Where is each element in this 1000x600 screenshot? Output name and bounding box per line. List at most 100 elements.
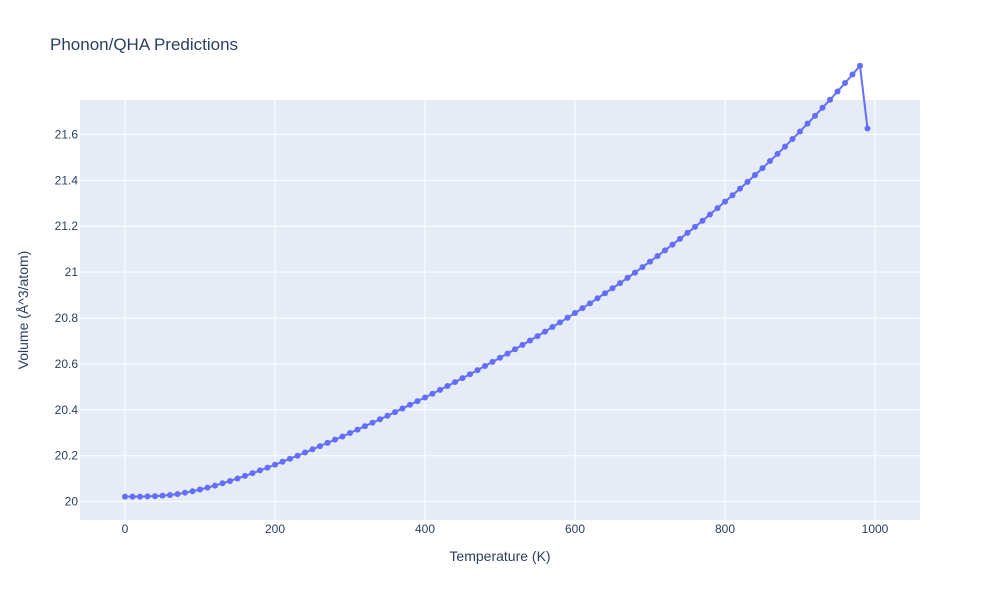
data-point bbox=[594, 295, 601, 302]
data-point bbox=[429, 390, 436, 397]
data-point bbox=[152, 493, 158, 500]
data-point bbox=[557, 319, 563, 326]
data-point bbox=[804, 120, 811, 127]
y-tick-label: 20.8 bbox=[55, 311, 79, 325]
data-point bbox=[249, 470, 256, 477]
data-point bbox=[789, 136, 796, 143]
x-tick-labels: 0 200 400 600 800 1000 bbox=[122, 522, 889, 536]
data-point bbox=[527, 337, 533, 344]
data-point bbox=[632, 269, 638, 276]
data-point bbox=[609, 285, 616, 292]
data-point bbox=[347, 430, 353, 437]
data-point bbox=[842, 80, 848, 87]
data-point bbox=[744, 178, 751, 185]
data-point bbox=[234, 475, 241, 482]
data-point bbox=[864, 125, 871, 132]
y-tick-label: 20 bbox=[65, 495, 79, 509]
data-point bbox=[422, 394, 428, 401]
data-point bbox=[257, 467, 263, 474]
data-point bbox=[752, 172, 758, 179]
data-point bbox=[827, 96, 833, 103]
data-point bbox=[497, 354, 503, 361]
data-point bbox=[617, 280, 623, 287]
data-point bbox=[504, 350, 511, 357]
data-point bbox=[729, 192, 736, 199]
data-point bbox=[722, 198, 728, 205]
data-point bbox=[129, 493, 136, 500]
data-point bbox=[407, 401, 413, 408]
x-tick-label: 200 bbox=[265, 522, 285, 536]
y-tick-label: 21.6 bbox=[55, 127, 79, 141]
data-point bbox=[684, 229, 691, 236]
y-tick-label: 21.2 bbox=[55, 219, 79, 233]
data-point bbox=[459, 375, 466, 382]
data-point bbox=[332, 436, 338, 443]
data-point bbox=[309, 446, 316, 453]
data-point bbox=[377, 416, 383, 423]
data-point bbox=[204, 484, 211, 491]
data-point bbox=[369, 419, 376, 426]
data-point bbox=[287, 455, 293, 462]
data-point bbox=[174, 491, 181, 498]
x-tick-label: 600 bbox=[565, 522, 585, 536]
data-point bbox=[219, 480, 226, 487]
data-point bbox=[294, 452, 301, 459]
data-point bbox=[654, 253, 661, 260]
data-point bbox=[384, 412, 391, 419]
data-point bbox=[662, 247, 668, 254]
data-point bbox=[639, 264, 646, 271]
data-point bbox=[542, 328, 548, 335]
data-point bbox=[272, 461, 278, 468]
data-point bbox=[242, 472, 248, 479]
data-point bbox=[699, 217, 706, 224]
data-point bbox=[812, 112, 818, 119]
data-point bbox=[579, 305, 586, 312]
data-point bbox=[264, 464, 271, 471]
data-point bbox=[137, 493, 143, 500]
data-point bbox=[399, 405, 406, 412]
data-point bbox=[512, 346, 518, 353]
data-point bbox=[714, 205, 721, 212]
plot-area bbox=[80, 100, 920, 520]
data-point bbox=[602, 290, 608, 297]
y-tick-labels: 20 20.2 20.4 20.6 20.8 21 21.2 21.4 21.6 bbox=[55, 127, 79, 508]
data-point bbox=[362, 423, 368, 430]
data-point bbox=[782, 143, 788, 150]
data-point bbox=[182, 489, 188, 496]
data-point bbox=[354, 426, 361, 433]
data-point bbox=[677, 235, 683, 242]
data-point bbox=[302, 449, 308, 456]
x-tick-label: 1000 bbox=[862, 522, 889, 536]
data-point bbox=[467, 371, 473, 378]
data-point bbox=[534, 333, 541, 340]
data-point bbox=[339, 433, 346, 440]
x-tick-label: 0 bbox=[122, 522, 129, 536]
data-point bbox=[737, 185, 743, 192]
x-axis-title: Temperature (K) bbox=[449, 548, 550, 564]
data-point bbox=[144, 493, 151, 500]
data-point bbox=[849, 71, 856, 78]
data-point bbox=[444, 382, 451, 389]
y-tick-label: 20.2 bbox=[55, 449, 79, 463]
data-point bbox=[834, 88, 841, 95]
x-tick-label: 400 bbox=[415, 522, 435, 536]
data-point bbox=[437, 386, 443, 393]
data-point bbox=[474, 367, 481, 374]
data-point bbox=[122, 493, 128, 500]
data-point bbox=[669, 241, 676, 248]
x-tick-label: 800 bbox=[715, 522, 735, 536]
series-line bbox=[125, 63, 869, 498]
data-point bbox=[797, 128, 803, 135]
data-point bbox=[519, 341, 526, 348]
data-point bbox=[707, 211, 713, 218]
data-point bbox=[317, 443, 323, 450]
data-point bbox=[564, 314, 571, 321]
y-gridlines bbox=[80, 133, 920, 503]
data-point bbox=[159, 492, 166, 499]
data-point bbox=[857, 62, 863, 69]
data-point bbox=[452, 379, 458, 386]
data-point bbox=[212, 482, 218, 489]
data-point bbox=[819, 104, 826, 111]
data-point bbox=[279, 458, 286, 465]
